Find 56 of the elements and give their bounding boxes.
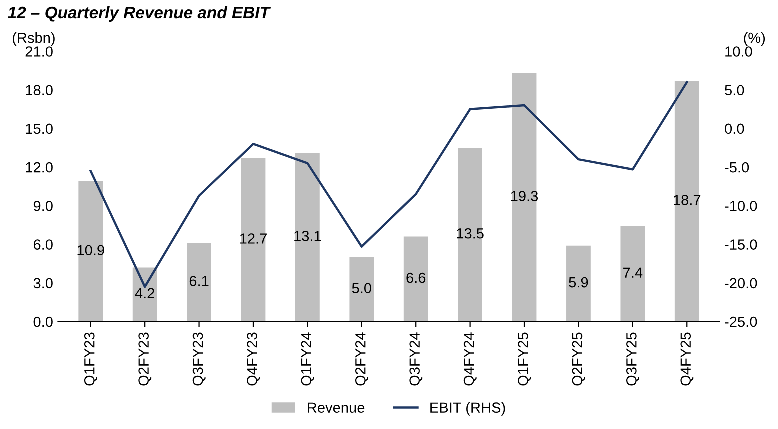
y-tick-label: 0.0 xyxy=(34,316,53,328)
y2-tick-label: -5.0 xyxy=(725,162,750,173)
data-label: 10.9 xyxy=(78,245,104,256)
bar xyxy=(512,73,537,322)
y2-tick-label: -15.0 xyxy=(725,240,758,250)
x-tick-label: Q4FY23 xyxy=(247,332,260,386)
data-label: 12.7 xyxy=(240,234,267,244)
y-tick-label: 18.0 xyxy=(26,85,53,96)
bar xyxy=(404,236,428,322)
data-label: 13.5 xyxy=(457,228,484,239)
x-tick-label: Q1FY25 xyxy=(518,332,532,386)
y2-tick-label: -20.0 xyxy=(725,278,758,289)
y2-tick-label: -25.0 xyxy=(725,316,758,328)
y-tick-label: 6.0 xyxy=(34,240,53,250)
y2-tick-label: -10.0 xyxy=(725,201,758,212)
data-label: 7.4 xyxy=(624,268,643,278)
y-axis-title: (Rsbn) xyxy=(12,32,55,46)
bar xyxy=(350,257,374,322)
data-label: 5.0 xyxy=(352,283,372,294)
x-tick-label: Q1FY23 xyxy=(84,332,98,386)
bar xyxy=(241,158,266,322)
data-label: 4.2 xyxy=(135,288,154,298)
x-tick-label: Q4FY25 xyxy=(680,332,694,386)
bar xyxy=(566,246,591,322)
data-label: 6.6 xyxy=(406,272,426,284)
bar xyxy=(620,226,646,322)
y-tick-label: 12.0 xyxy=(26,162,53,173)
data-label: 18.7 xyxy=(674,195,701,206)
y-tick-label: 9.0 xyxy=(34,201,53,212)
bar xyxy=(674,81,700,322)
bar xyxy=(295,153,320,322)
x-tick-label: Q3FY24 xyxy=(410,332,423,386)
x-tick-label: Q2FY24 xyxy=(355,332,368,386)
data-label: 13.1 xyxy=(294,231,322,242)
bar xyxy=(78,181,104,322)
data-label: 19.3 xyxy=(511,191,538,202)
y-tick-label: 15.0 xyxy=(26,124,53,134)
y-tick-label: 3.0 xyxy=(34,278,53,289)
x-tick-label: Q1FY24 xyxy=(301,332,314,386)
data-label: 5.9 xyxy=(569,277,588,288)
y2-tick-label: 10.0 xyxy=(726,46,752,57)
legend-label: Revenue xyxy=(308,402,365,413)
data-label: 6.1 xyxy=(190,276,209,286)
bar xyxy=(187,243,212,322)
chart-title: 12 – Quarterly Revenue and EBIT xyxy=(8,6,272,22)
y2-axis-title: (%) xyxy=(744,32,766,46)
x-tick-label: Q4FY24 xyxy=(464,332,477,386)
x-tick-label: Q3FY25 xyxy=(626,332,640,386)
x-tick-label: Q2FY23 xyxy=(138,332,152,386)
y2-tick-label: 0.0 xyxy=(725,124,744,134)
legend-label: EBIT (RHS) xyxy=(430,402,506,416)
y2-tick-label: 5.0 xyxy=(725,85,744,96)
bar xyxy=(458,148,483,322)
x-tick-label: Q3FY23 xyxy=(192,332,206,386)
y-tick-label: 21.0 xyxy=(26,46,53,57)
x-tick-label: Q2FY25 xyxy=(572,332,586,386)
